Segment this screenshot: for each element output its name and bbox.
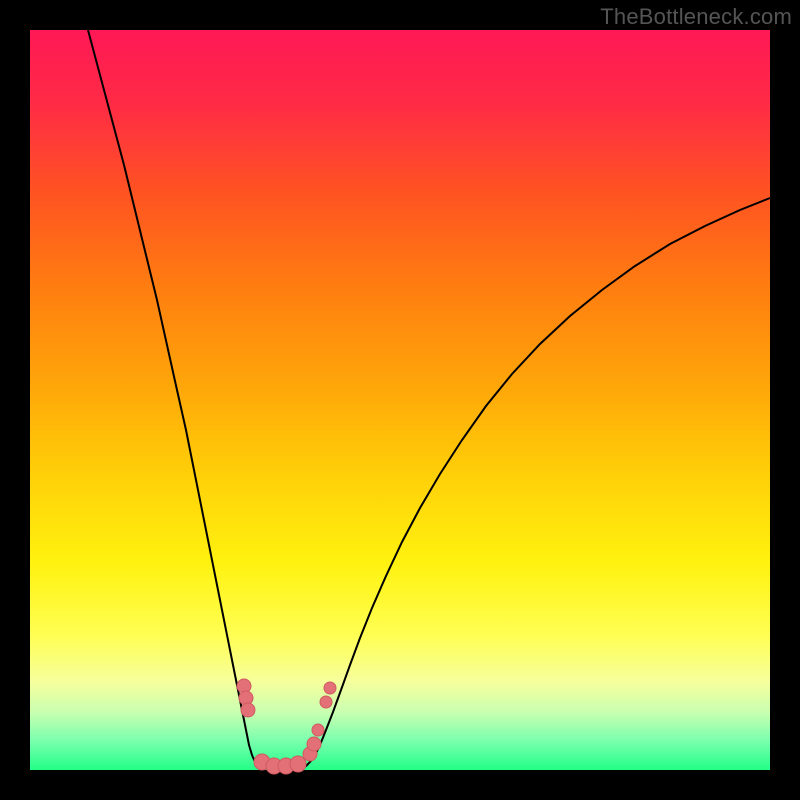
curve-layer — [30, 30, 770, 770]
left-curve — [88, 30, 262, 768]
marker-group — [237, 679, 336, 774]
marker-dot — [320, 696, 332, 708]
watermark-text: TheBottleneck.com — [600, 4, 792, 30]
marker-dot — [312, 724, 324, 736]
marker-dot — [307, 737, 321, 751]
plot-area — [30, 30, 770, 770]
right-curve — [302, 198, 770, 768]
marker-dot — [241, 703, 255, 717]
marker-dot — [290, 756, 306, 772]
chart-canvas: TheBottleneck.com — [0, 0, 800, 800]
marker-dot — [324, 682, 336, 694]
